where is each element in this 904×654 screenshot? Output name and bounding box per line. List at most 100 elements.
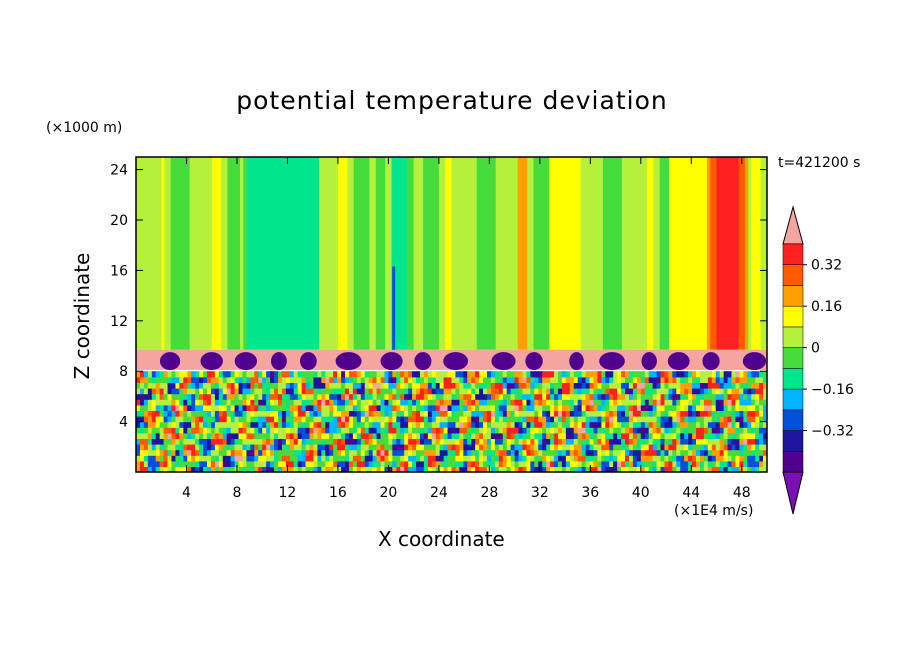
field-cell <box>419 427 425 434</box>
inversion-patch <box>599 352 625 371</box>
field-cell <box>199 393 204 400</box>
field-cell <box>557 410 563 417</box>
field-cell <box>609 421 614 428</box>
field-cell <box>206 416 212 423</box>
field-cell <box>672 410 677 417</box>
field-cell <box>542 388 547 395</box>
field-cell <box>664 399 670 406</box>
field-cell <box>376 460 382 467</box>
field-cell <box>234 432 240 439</box>
field-cell <box>711 438 717 445</box>
field-cell <box>151 410 157 417</box>
field-cell <box>597 438 602 445</box>
field-cell <box>589 466 595 472</box>
field-cell <box>605 382 610 389</box>
field-cell <box>356 399 362 406</box>
field-cell <box>301 404 307 411</box>
field-cell <box>703 438 709 445</box>
field-cell <box>723 393 729 400</box>
field-cell <box>222 438 228 445</box>
field-cell <box>289 410 295 417</box>
field-cell <box>684 371 689 378</box>
field-cell <box>443 438 449 445</box>
field-cell <box>175 376 180 383</box>
field-cell <box>360 399 366 406</box>
field-cell <box>707 416 713 423</box>
field-cell <box>317 427 322 434</box>
field-cell <box>494 404 500 411</box>
field-cell <box>632 455 638 462</box>
field-cell <box>628 388 634 395</box>
field-cell <box>431 416 437 423</box>
field-cell <box>561 376 567 383</box>
field-cell <box>743 444 748 451</box>
field-cell <box>404 460 409 467</box>
field-cell <box>234 455 240 462</box>
field-cell <box>419 449 425 456</box>
field-cell <box>542 444 547 451</box>
field-cell <box>475 444 480 451</box>
field-cell <box>368 404 374 411</box>
field-cell <box>159 460 165 467</box>
field-cell <box>210 460 216 467</box>
field-cell <box>384 438 389 445</box>
field-cell <box>522 455 528 462</box>
field-cell <box>139 460 145 467</box>
field-cell <box>625 388 630 395</box>
field-cell <box>743 427 748 434</box>
field-cell <box>277 399 283 406</box>
field-cell <box>636 393 642 400</box>
field-cell <box>246 421 251 428</box>
field-column <box>552 157 557 350</box>
field-cell <box>372 455 378 462</box>
field-cell <box>412 382 417 389</box>
field-cell <box>668 449 673 456</box>
field-column <box>413 157 418 350</box>
field-cell <box>171 382 177 389</box>
field-cell <box>404 388 409 395</box>
field-column <box>527 157 531 350</box>
field-cell <box>159 438 165 445</box>
field-cell <box>621 382 626 389</box>
field-cell <box>660 455 666 462</box>
field-cell <box>656 455 662 462</box>
field-column <box>593 157 598 350</box>
field-cell <box>250 416 255 423</box>
field-cell <box>345 410 350 417</box>
field-cell <box>376 421 382 428</box>
field-cell <box>305 410 311 417</box>
field-cell <box>372 466 378 472</box>
field-cell <box>345 466 350 472</box>
field-cell <box>297 421 303 428</box>
field-cell <box>345 376 350 383</box>
field-cell <box>719 427 725 434</box>
field-cell <box>234 388 240 395</box>
field-cell <box>435 399 441 406</box>
field-cell <box>199 438 204 445</box>
field-cell <box>467 444 472 451</box>
field-cell <box>226 466 232 472</box>
field-cell <box>546 432 551 439</box>
field-cell <box>660 449 666 456</box>
field-cell <box>423 444 429 451</box>
field-cell <box>372 399 378 406</box>
field-cell <box>676 427 681 434</box>
field-cell <box>151 382 157 389</box>
field-cell <box>163 382 169 389</box>
field-column <box>259 157 263 350</box>
field-cell <box>459 427 464 434</box>
field-cell <box>715 399 721 406</box>
field-cell <box>179 371 184 378</box>
field-cell <box>625 438 630 445</box>
field-cell <box>475 460 480 467</box>
field-cell <box>171 438 177 445</box>
field-cell <box>333 449 338 456</box>
field-cell <box>530 427 535 434</box>
field-cell <box>479 421 484 428</box>
field-cell <box>431 449 437 456</box>
field-cell <box>648 404 654 411</box>
field-cell <box>451 393 457 400</box>
field-cell <box>494 393 500 400</box>
field-cell <box>707 421 713 428</box>
field-cell <box>447 460 453 467</box>
